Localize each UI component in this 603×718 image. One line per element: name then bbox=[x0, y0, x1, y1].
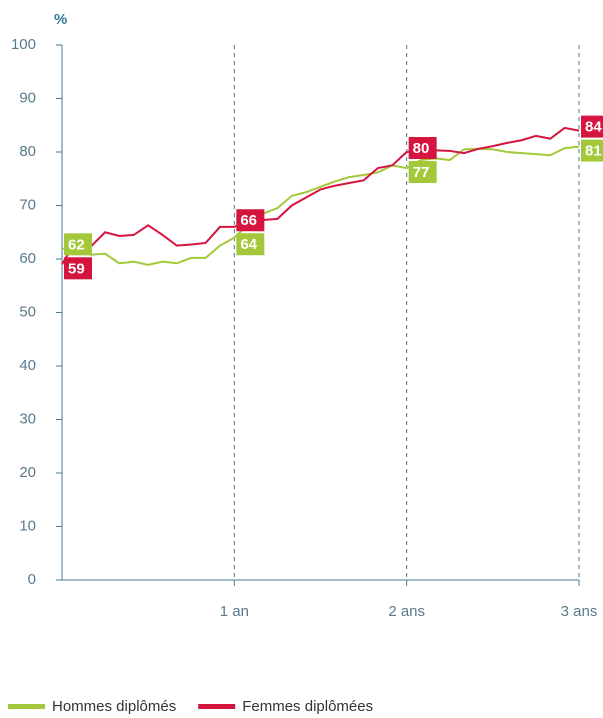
data-label-text: 84 bbox=[585, 119, 602, 136]
data-label-text: 59 bbox=[68, 260, 85, 277]
data-label: 77 bbox=[408, 161, 437, 184]
data-label: 62 bbox=[64, 233, 92, 256]
data-label-text: 64 bbox=[240, 236, 257, 253]
x-tick-label: 1 an bbox=[220, 603, 249, 620]
y-tick-label: 10 bbox=[19, 517, 36, 534]
y-tick-label: 0 bbox=[28, 571, 36, 588]
data-label-text: 62 bbox=[68, 236, 85, 253]
data-label-box bbox=[408, 137, 437, 160]
legend-label: Hommes diplômés bbox=[52, 698, 176, 715]
data-label-box bbox=[581, 115, 603, 138]
data-label-box bbox=[581, 139, 603, 162]
data-label: 84 bbox=[581, 115, 603, 138]
series-line bbox=[61, 126, 580, 265]
y-tick-label: 20 bbox=[19, 464, 36, 481]
legend-swatch bbox=[198, 704, 236, 709]
data-label-text: 80 bbox=[413, 140, 430, 157]
data-label-box bbox=[64, 233, 92, 256]
data-label-text: 66 bbox=[240, 212, 257, 229]
y-tick-label: 80 bbox=[19, 143, 36, 160]
y-axis-label: % bbox=[54, 11, 67, 28]
data-label-box bbox=[64, 257, 92, 280]
y-tick-label: 70 bbox=[19, 196, 36, 213]
data-label: 80 bbox=[408, 137, 437, 160]
data-label-text: 81 bbox=[585, 143, 602, 160]
data-label-box bbox=[236, 209, 265, 232]
data-label: 66 bbox=[236, 209, 265, 232]
y-tick-label: 50 bbox=[19, 303, 36, 320]
legend-swatch bbox=[8, 704, 45, 709]
y-tick-label: 60 bbox=[19, 250, 36, 267]
y-tick-label: 90 bbox=[19, 89, 36, 106]
y-tick-label: 30 bbox=[19, 410, 36, 427]
data-label: 64 bbox=[236, 233, 265, 256]
y-tick-label: 100 bbox=[11, 36, 36, 53]
data-label: 59 bbox=[64, 257, 92, 280]
data-label-box bbox=[236, 233, 265, 256]
x-tick-label: 2 ans bbox=[388, 603, 425, 620]
legend-label: Femmes diplômées bbox=[242, 698, 373, 715]
data-label-text: 77 bbox=[413, 164, 430, 181]
y-tick-label: 40 bbox=[19, 357, 36, 374]
x-tick-label: 3 ans bbox=[561, 603, 598, 620]
series-line bbox=[61, 145, 580, 266]
data-label-box bbox=[408, 161, 437, 184]
data-label: 81 bbox=[581, 139, 603, 162]
